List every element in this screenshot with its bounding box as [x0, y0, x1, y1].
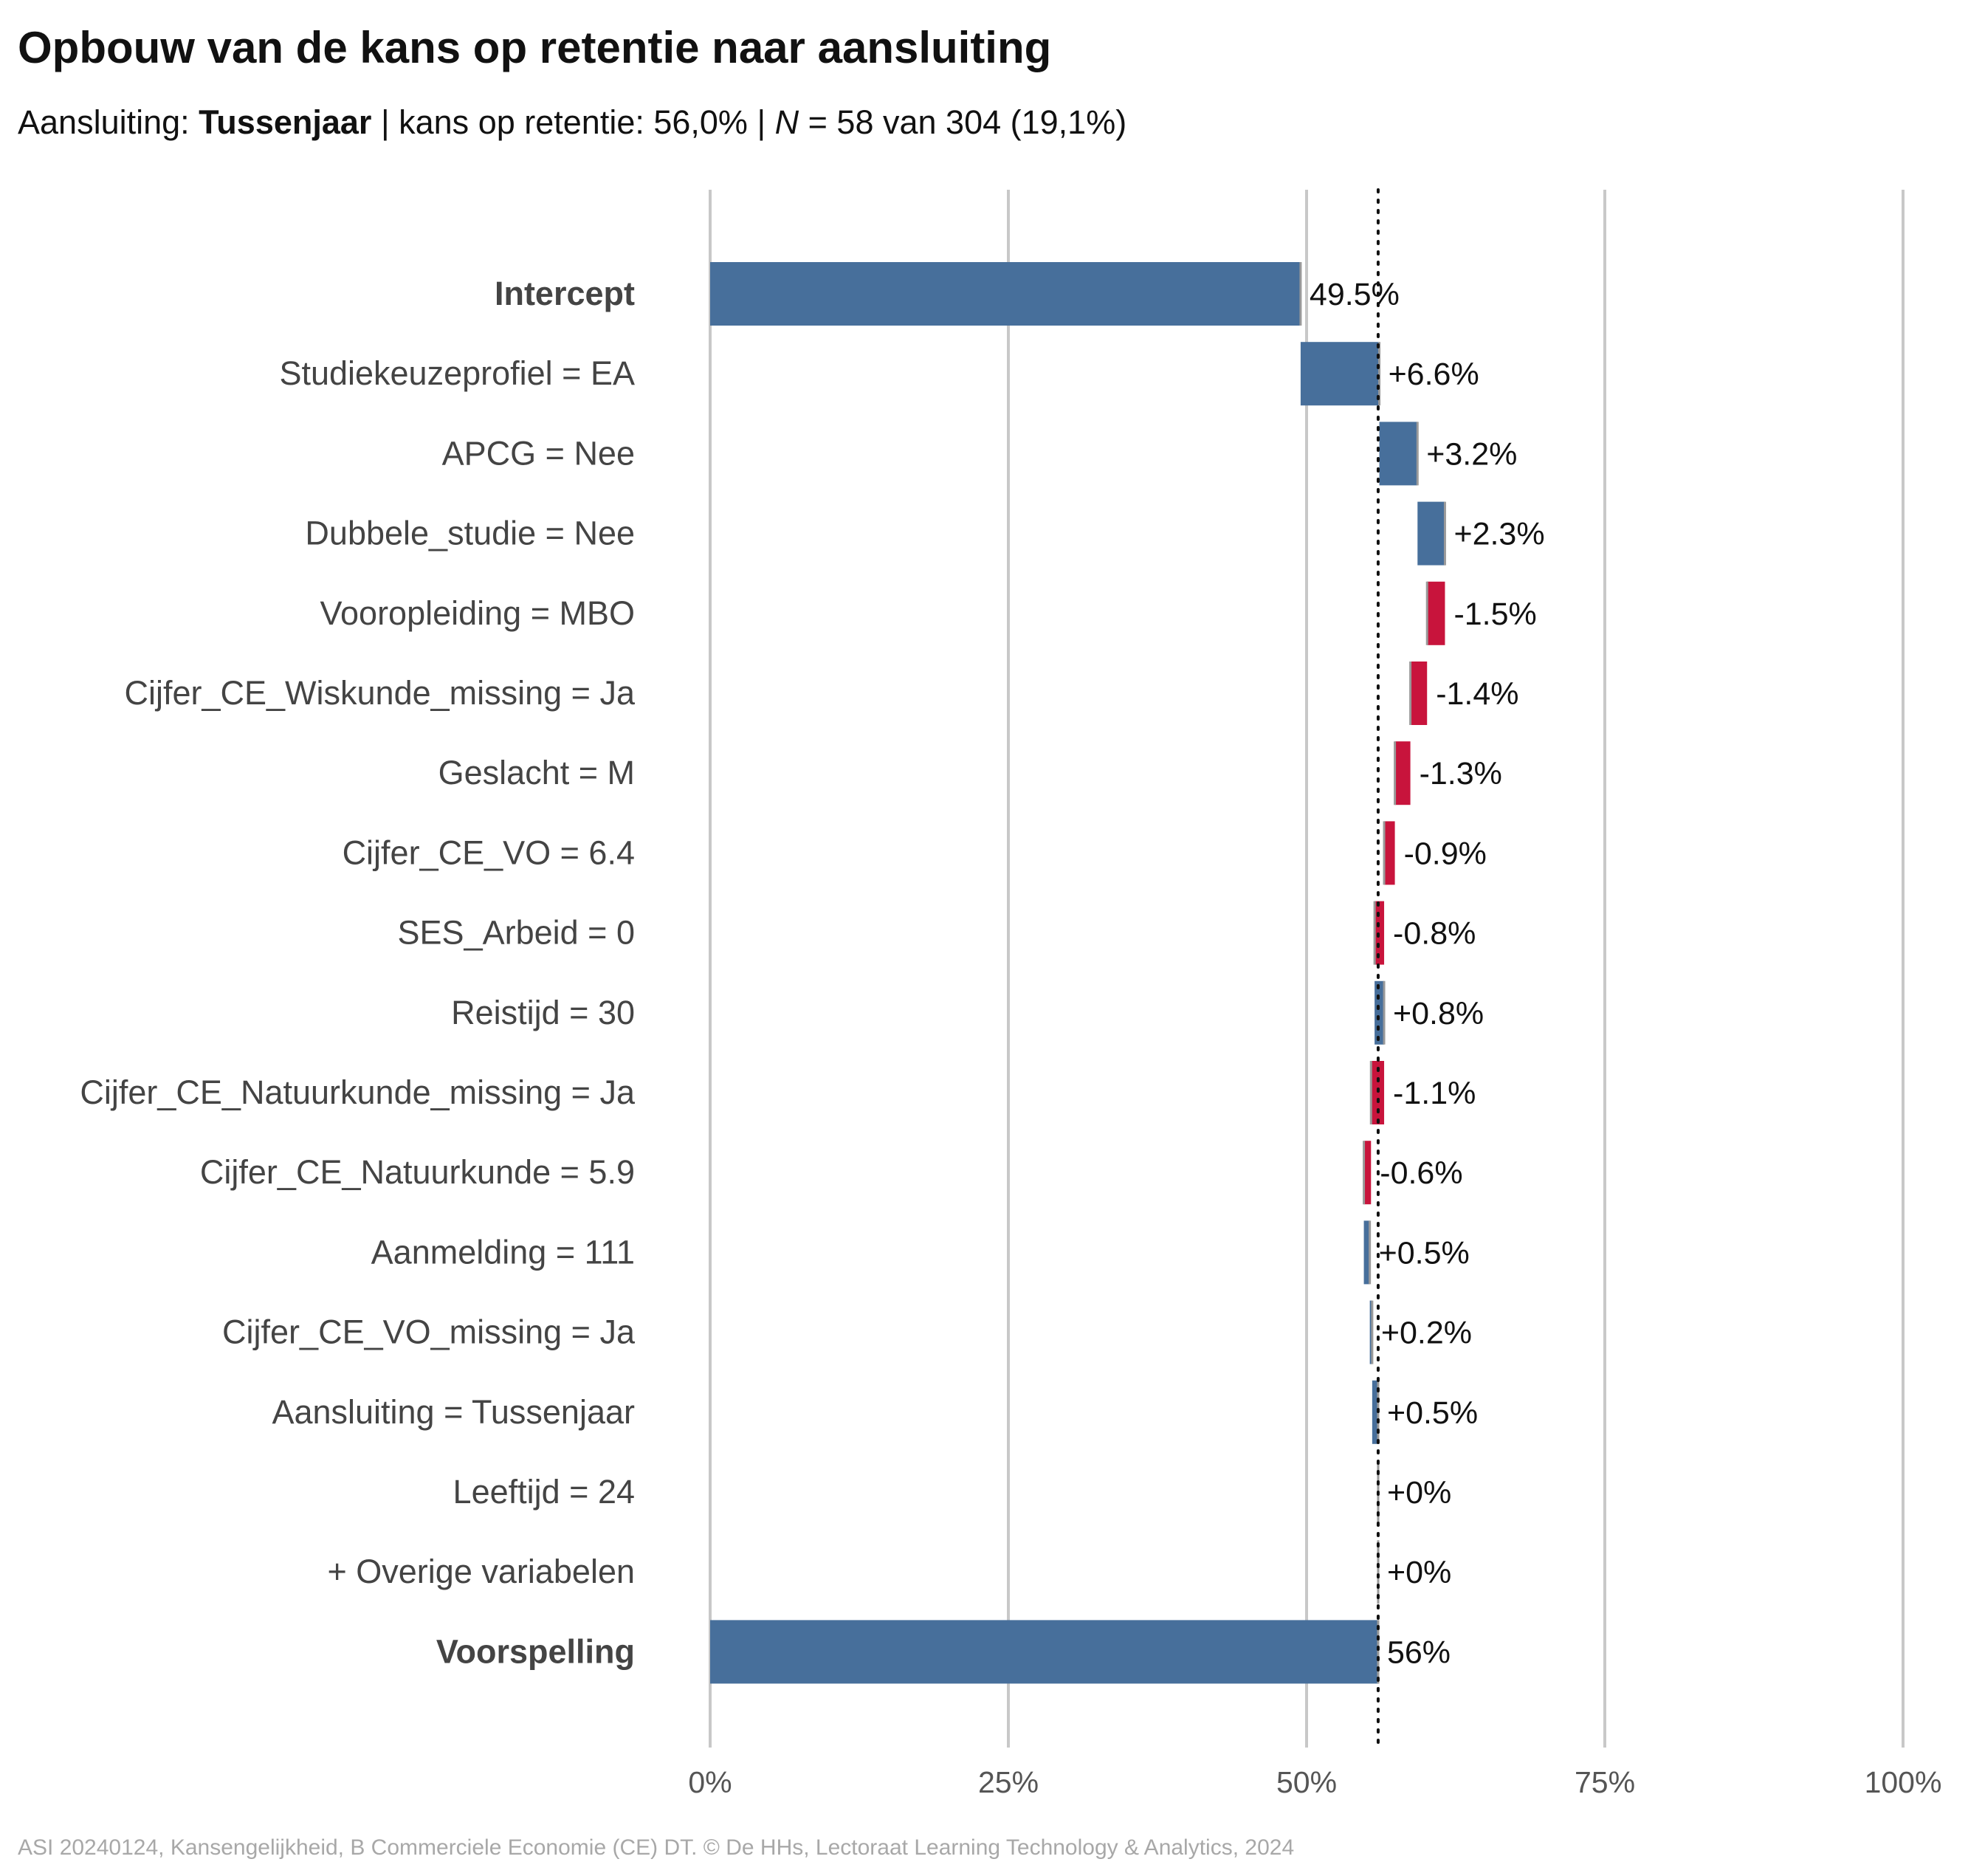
- value-label: +0.2%: [1381, 1316, 1472, 1351]
- category-label: Aansluiting = Tussenjaar: [272, 1393, 635, 1431]
- value-label: +2.3%: [1453, 517, 1544, 552]
- value-label: +0%: [1387, 1475, 1451, 1511]
- bar: [1300, 342, 1380, 406]
- value-label: -1.4%: [1436, 676, 1518, 712]
- chart-caption: ASI 20240124, Kansengelijkheid, B Commer…: [18, 1835, 1295, 1860]
- category-label: Dubbele_studie = Nee: [305, 515, 635, 552]
- value-label: +0.5%: [1387, 1395, 1478, 1431]
- category-label: Geslacht = M: [438, 754, 635, 791]
- category-label: Reistijd = 30: [451, 994, 635, 1031]
- x-tick-label: 0%: [688, 1765, 732, 1799]
- category-label: Cijfer_CE_Natuurkunde_missing = Ja: [80, 1073, 636, 1111]
- category-label: Aanmelding = 111: [371, 1233, 635, 1271]
- bar: [1371, 1061, 1385, 1124]
- bar: [1417, 501, 1445, 566]
- subtitle-prefix: Aansluiting:: [18, 103, 199, 141]
- bar: [1374, 980, 1385, 1045]
- category-label: Cijfer_CE_VO_missing = Ja: [222, 1313, 636, 1351]
- category-label: Voorspelling: [436, 1632, 635, 1670]
- bar: [710, 1620, 1378, 1684]
- bar: [1394, 741, 1411, 805]
- category-label: SES_Arbeid = 0: [398, 914, 635, 952]
- category-label: Cijfer_CE_VO = 6.4: [343, 834, 635, 871]
- x-tick-label: 75%: [1575, 1765, 1635, 1799]
- value-label: +0%: [1387, 1555, 1451, 1590]
- category-label: Cijfer_CE_Wiskunde_missing = Ja: [124, 674, 635, 712]
- category-label: Leeftijd = 24: [453, 1473, 635, 1511]
- category-label: + Overige variabelen: [328, 1553, 636, 1590]
- value-label: -0.8%: [1393, 916, 1476, 952]
- subtitle-group: Tussenjaar: [199, 103, 372, 141]
- bar: [1372, 1380, 1378, 1444]
- bar: [1384, 821, 1395, 885]
- bar: [1363, 1141, 1372, 1205]
- bar: [1369, 1300, 1372, 1364]
- subtitle-suffix: = 58 van 304 (19,1%): [799, 103, 1127, 141]
- bar: [1374, 901, 1385, 965]
- category-label: APCG = Nee: [442, 434, 635, 472]
- category-label: Studiekeuzeprofiel = EA: [279, 354, 635, 392]
- category-label: Vooropleiding = MBO: [320, 594, 635, 632]
- value-label: -0.9%: [1404, 836, 1487, 871]
- value-label: -1.1%: [1393, 1076, 1476, 1111]
- value-label: +3.2%: [1426, 436, 1517, 472]
- chart-title: Opbouw van de kans op retentie naar aans…: [18, 23, 1052, 72]
- value-label: +6.6%: [1389, 357, 1479, 392]
- value-label: 56%: [1387, 1635, 1451, 1670]
- category-label: Intercept: [495, 275, 635, 312]
- subtitle-n-symbol: N: [774, 103, 799, 141]
- bar: [1410, 662, 1428, 725]
- value-label: +0.5%: [1379, 1235, 1470, 1271]
- category-label: Cijfer_CE_Natuurkunde = 5.9: [200, 1153, 635, 1191]
- x-tick-label: 100%: [1865, 1765, 1942, 1799]
- value-label: 49.5%: [1310, 277, 1400, 312]
- bar: [1379, 422, 1418, 486]
- value-label: +0.8%: [1393, 996, 1484, 1031]
- bar: [710, 262, 1301, 326]
- value-label: -1.5%: [1453, 597, 1536, 632]
- subtitle-middle: | kans op retentie: 56,0% |: [371, 103, 775, 141]
- value-label: -0.6%: [1380, 1155, 1462, 1191]
- x-tick-label: 25%: [978, 1765, 1039, 1799]
- bar: [1363, 1220, 1370, 1285]
- x-tick-label: 50%: [1276, 1765, 1337, 1799]
- chart-subtitle: Aansluiting: Tussenjaar | kans op retent…: [18, 103, 1126, 142]
- bar: [1427, 581, 1445, 645]
- waterfall-chart: 0% 25% 50% 75% 100% Intercept 49.5% Studiekeuze…: [80, 188, 1942, 1799]
- value-label: -1.3%: [1420, 756, 1502, 791]
